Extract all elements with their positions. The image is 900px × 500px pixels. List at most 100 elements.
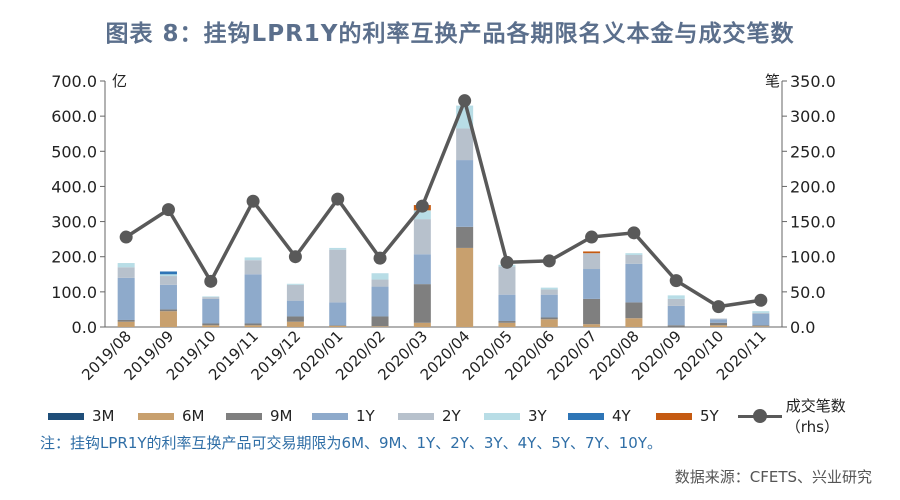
legend-label: 6M: [182, 407, 205, 425]
bar-segment-2Y: [159, 276, 177, 285]
bar-segment-3Y: [117, 263, 135, 268]
bar-segment-6M: [710, 325, 728, 327]
bar-segment-3Y: [286, 283, 304, 285]
bar-segment-2Y: [413, 219, 431, 255]
right-tick-label: 350.0: [790, 72, 836, 91]
bar-segment-2Y: [371, 279, 389, 287]
trade-count-point: [500, 255, 514, 269]
trade-count-point: [585, 230, 599, 244]
left-tick-label: 700.0: [51, 72, 97, 91]
bar-segment-6M: [540, 319, 558, 327]
bar-segment-6M: [286, 321, 304, 327]
chart-title: 图表 8：挂钩LPR1Y的利率互换产品各期限名义本金与成交笔数: [105, 21, 795, 47]
bar-segment-2Y: [752, 312, 770, 314]
bars-group: [117, 105, 770, 327]
bar-segment-2Y: [286, 284, 304, 301]
legend: 3M 6M 9M 1Y 2Y 3Y 4Y 5Y 成交笔数（rhs）: [48, 397, 888, 436]
bar-segment-1Y: [498, 294, 516, 322]
x-tick-labels: 2019/082019/092019/102019/112019/122020/…: [78, 327, 769, 384]
legend-label: 2Y: [442, 407, 461, 425]
legend-item-1Y: 1Y: [312, 404, 375, 428]
bar-segment-2Y: [244, 260, 262, 275]
bar-segment-9M: [371, 316, 389, 327]
bar-segment-9M: [159, 309, 177, 312]
legend-swatch: [48, 412, 84, 420]
right-tick-label: 0.0: [790, 318, 815, 337]
trade-count-point: [331, 192, 345, 206]
bar-segment-2Y: [117, 267, 135, 278]
bar-segment-2Y: [329, 249, 347, 303]
left-unit-label: 亿: [112, 72, 127, 90]
trade-count-point: [754, 293, 768, 307]
legend-swatch: [568, 412, 604, 420]
trade-count-point: [542, 254, 556, 268]
legend-label: 5Y: [700, 407, 719, 425]
footnote: 注：挂钩LPR1Y的利率互换产品可交易期限为6M、9M、1Y、2Y、3Y、4Y、…: [40, 434, 662, 452]
bar-segment-6M: [456, 247, 474, 327]
bar-segment-4Y: [159, 271, 177, 275]
bar-segment-9M: [625, 302, 643, 319]
bar-segment-2Y: [625, 254, 643, 264]
left-tick-label: 300.0: [51, 213, 97, 232]
legend-swatch: [484, 412, 520, 420]
bar-segment-1Y: [540, 294, 558, 318]
bar-segment-1Y: [413, 254, 431, 285]
bar-segment-9M: [752, 325, 770, 327]
legend-label: 1Y: [356, 407, 375, 425]
left-tick-label: 500.0: [51, 142, 97, 161]
bar-segment-3Y: [625, 253, 643, 255]
legend-label: 成交笔数（rhs）: [785, 397, 846, 436]
trade-count-point: [246, 194, 260, 208]
legend-swatch: [226, 412, 262, 420]
bar-segment-3Y: [202, 296, 220, 298]
bar-segment-1Y: [752, 313, 770, 326]
bar-segment-3Y: [667, 295, 685, 299]
bar-segment-3Y: [540, 287, 558, 290]
legend-item-3M: 3M: [48, 404, 115, 428]
bar-segment-9M: [710, 322, 728, 326]
trade-count-point: [204, 274, 218, 288]
legend-swatch: [398, 412, 434, 420]
bar-segment-2Y: [583, 253, 601, 270]
bar-segment-9M: [413, 284, 431, 323]
bar-segment-9M: [329, 325, 347, 326]
legend-item-6M: 6M: [138, 404, 205, 428]
bar-segment-6M: [583, 324, 601, 327]
legend-item-trade-count: 成交笔数（rhs）: [738, 397, 888, 436]
bar-segment-1Y: [583, 269, 601, 299]
bar-segment-6M: [202, 325, 220, 327]
bar-segment-2Y: [498, 266, 516, 295]
bar-segment-1Y: [667, 305, 685, 326]
legend-swatch: [656, 412, 692, 420]
trade-count-point: [627, 226, 641, 240]
bar-segment-6M: [329, 325, 347, 327]
left-tick-label: 100.0: [51, 283, 97, 302]
trade-count-point: [161, 203, 175, 217]
bar-segment-6M: [752, 326, 770, 327]
bar-segment-1Y: [159, 284, 177, 310]
right-unit-label: 笔: [765, 72, 780, 90]
right-tick-label: 150.0: [790, 213, 836, 232]
bar-segment-9M: [244, 323, 262, 326]
bar-segment-9M: [540, 317, 558, 320]
legend-item-9M: 9M: [226, 404, 293, 428]
trade-count-line: [125, 98, 762, 309]
bar-segment-3Y: [159, 274, 177, 277]
bar-segment-6M: [244, 325, 262, 327]
bar-segment-9M: [667, 325, 685, 327]
bar-segment-1Y: [244, 274, 262, 324]
bar-segment-2Y: [667, 298, 685, 306]
trade-count-point: [119, 230, 133, 244]
bar-segment-6M: [117, 321, 135, 327]
bar-segment-9M: [202, 323, 220, 326]
bar-segment-1Y: [329, 302, 347, 326]
line-group: [119, 94, 768, 314]
bar-segment-1Y: [371, 286, 389, 317]
trade-count-point: [458, 94, 472, 108]
legend-label: 4Y: [612, 407, 631, 425]
left-tick-label: 200.0: [51, 248, 97, 267]
bar-segment-2Y: [202, 297, 220, 299]
right-tick-label: 300.0: [790, 107, 836, 126]
legend-item-2Y: 2Y: [398, 404, 461, 428]
